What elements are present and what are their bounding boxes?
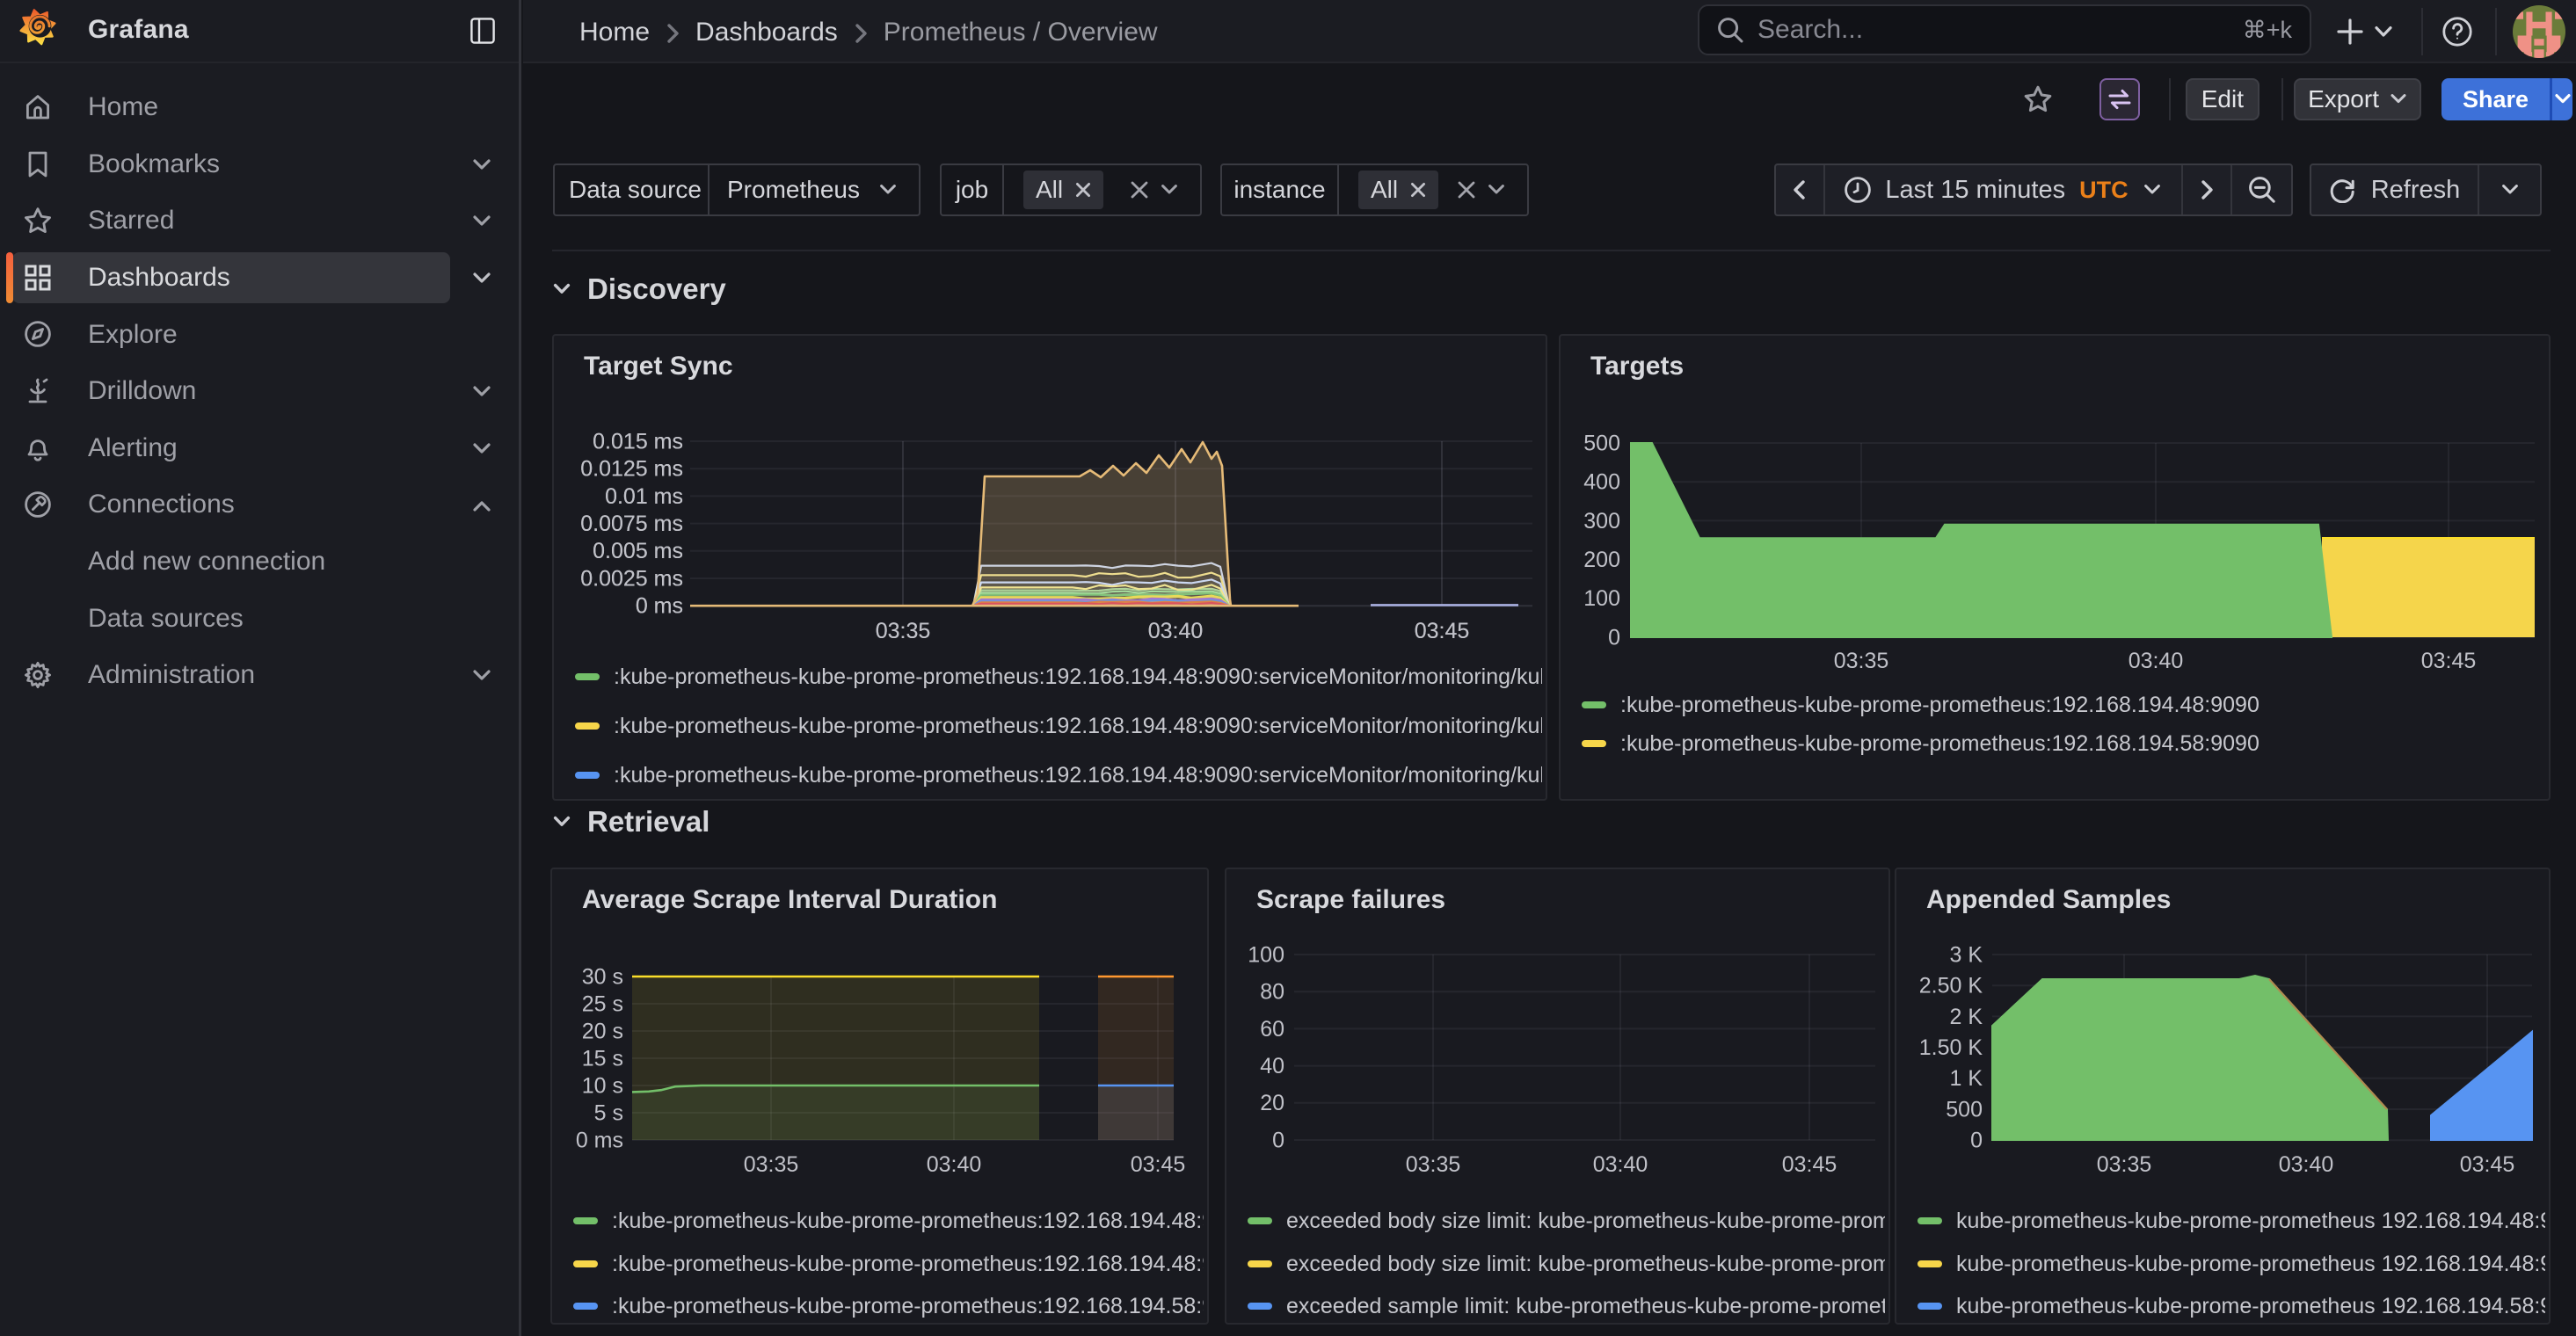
svg-text:200: 200 [1583,548,1620,572]
svg-text:03:45: 03:45 [1415,619,1470,643]
svg-text:3 K: 3 K [1949,942,1983,967]
svg-text:03:45: 03:45 [1415,619,1470,643]
svg-text:03:45: 03:45 [2421,649,2477,673]
svg-text:0.0025 ms: 0.0025 ms [580,566,683,591]
svg-text:03:45: 03:45 [1782,1152,1837,1177]
svg-text:0 ms: 0 ms [636,594,683,619]
svg-text:2 K: 2 K [1949,1005,1983,1029]
svg-text:0.0025 ms: 0.0025 ms [580,566,683,591]
svg-text:20 s: 20 s [582,1019,623,1043]
svg-text:1 K: 1 K [1949,1066,1983,1091]
svg-text:0.015 ms: 0.015 ms [593,429,683,454]
svg-text:20: 20 [1260,1091,1284,1115]
svg-text:0.01 ms: 0.01 ms [605,484,683,509]
svg-text:0 ms: 0 ms [636,594,683,619]
svg-text:03:40: 03:40 [2279,1152,2334,1177]
svg-text:5 s: 5 s [594,1100,623,1125]
svg-text:0.015 ms: 0.015 ms [593,429,683,454]
svg-text:400: 400 [1583,470,1620,495]
svg-text:40: 40 [1260,1054,1284,1078]
svg-text:03:45: 03:45 [1131,1152,1186,1177]
svg-text:0: 0 [1970,1129,1983,1153]
svg-text:0.0125 ms: 0.0125 ms [580,457,683,482]
svg-text:03:40: 03:40 [1593,1152,1648,1177]
svg-text:80: 80 [1260,980,1284,1005]
svg-text:0.0075 ms: 0.0075 ms [580,512,683,536]
svg-text:10 s: 10 s [582,1073,623,1098]
svg-text:0.005 ms: 0.005 ms [593,539,683,563]
svg-text:03:40: 03:40 [927,1152,982,1177]
svg-text:25 s: 25 s [582,991,623,1016]
svg-text:03:35: 03:35 [2097,1152,2152,1177]
svg-text:1.50 K: 1.50 K [1919,1035,1983,1060]
svg-text:03:35: 03:35 [744,1152,799,1177]
svg-text:60: 60 [1260,1017,1284,1042]
svg-text:15 s: 15 s [582,1046,623,1071]
svg-text:03:35: 03:35 [876,619,931,643]
svg-text:300: 300 [1583,509,1620,534]
svg-text:03:40: 03:40 [2128,649,2184,673]
svg-text:30 s: 30 s [582,964,623,989]
svg-text:03:35: 03:35 [876,619,931,643]
svg-text:100: 100 [1583,586,1620,611]
svg-text:500: 500 [1946,1097,1983,1122]
svg-text:03:35: 03:35 [1834,649,1889,673]
svg-text:0.01 ms: 0.01 ms [605,484,683,509]
svg-text:0.0125 ms: 0.0125 ms [580,457,683,482]
svg-text:03:40: 03:40 [1148,619,1204,643]
svg-text:100: 100 [1248,942,1284,967]
svg-text:0: 0 [1608,625,1620,650]
svg-text:2.50 K: 2.50 K [1919,974,1983,998]
svg-text:03:35: 03:35 [1406,1152,1461,1177]
svg-text:0 ms: 0 ms [576,1128,623,1152]
svg-text:03:40: 03:40 [1148,619,1204,643]
svg-text:0.0075 ms: 0.0075 ms [580,512,683,536]
svg-text:03:45: 03:45 [2460,1152,2515,1177]
svg-text:0.005 ms: 0.005 ms [593,539,683,563]
svg-text:0: 0 [1272,1128,1284,1152]
svg-text:500: 500 [1583,431,1620,455]
